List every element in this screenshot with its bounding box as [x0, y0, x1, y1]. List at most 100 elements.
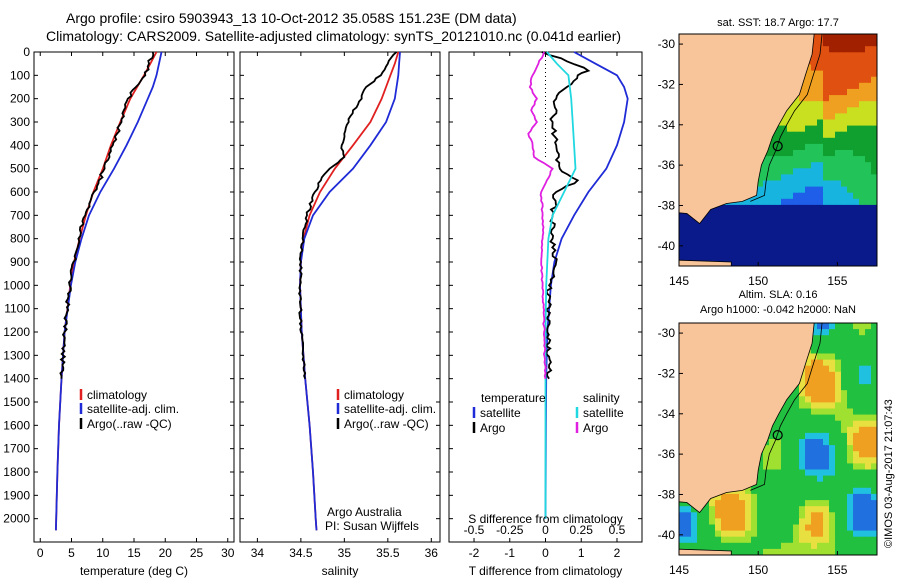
heatmap-cell	[817, 414, 824, 422]
heatmap-cell	[847, 107, 854, 114]
heatmap-cell	[835, 329, 842, 336]
heatmap-cell	[871, 408, 877, 416]
heatmap-cell	[859, 70, 866, 78]
legend-label: satellite	[583, 406, 624, 420]
heatmap-cell	[853, 174, 860, 182]
heatmap-cell	[769, 536, 776, 544]
heatmap-cell	[871, 253, 877, 261]
heatmap-cell	[787, 143, 794, 151]
heatmap-cell	[721, 542, 728, 550]
heatmap-cell	[751, 241, 758, 249]
heatmap-cell	[847, 198, 854, 206]
heatmap-cell	[859, 463, 866, 471]
heatmap-cell	[865, 475, 872, 483]
heatmap-cell	[793, 493, 800, 501]
heatmap-cell	[859, 536, 866, 544]
heatmap-cell	[763, 530, 770, 538]
heatmap-cell	[775, 518, 782, 526]
heatmap-cell	[805, 396, 812, 403]
xtick-label: 34.5	[289, 546, 313, 560]
map-title: Altim. SLA: 0.16	[739, 289, 818, 301]
heatmap-cell	[817, 463, 824, 471]
heatmap-cell	[733, 530, 740, 538]
heatmap-cell	[817, 64, 824, 72]
map-ytick-label: -40	[658, 239, 676, 253]
heatmap-cell	[847, 377, 854, 385]
heatmap-cell	[751, 548, 758, 555]
heatmap-cell	[871, 432, 877, 440]
heatmap-cell	[715, 524, 722, 532]
heatmap-cell	[853, 463, 860, 471]
heatmap-cell	[823, 253, 830, 261]
heatmap-cell	[691, 506, 698, 513]
heatmap-cell	[823, 125, 830, 133]
heatmap-cell	[853, 396, 860, 403]
heatmap-cell	[823, 70, 830, 78]
heatmap-cell	[757, 500, 764, 507]
heatmap-cell	[829, 107, 836, 114]
heatmap-cell	[853, 359, 860, 367]
heatmap-cell	[865, 125, 872, 133]
heatmap-cell	[793, 198, 800, 206]
heatmap-cell	[775, 414, 782, 422]
heatmap-cell	[841, 457, 848, 464]
heatmap-cell	[781, 223, 788, 230]
heatmap-cell	[829, 384, 836, 391]
xtick-label: 5	[68, 546, 75, 560]
heatmap-cell	[817, 426, 824, 434]
heatmap-cell	[781, 524, 788, 532]
heatmap-cell	[823, 82, 830, 90]
heatmap-cell	[829, 481, 836, 489]
heatmap-cell	[823, 542, 830, 550]
heatmap-cell	[865, 241, 872, 249]
heatmap-cell	[727, 506, 734, 513]
map-xtick-label: 145	[669, 274, 689, 288]
heatmap-cell	[811, 76, 818, 84]
heatmap-cell	[775, 162, 782, 169]
heatmap-cell	[817, 76, 824, 84]
heatmap-cell	[805, 457, 812, 464]
heatmap-cell	[763, 493, 770, 501]
heatmap-cell	[805, 500, 812, 507]
heatmap-cell	[787, 253, 794, 261]
heatmap-cell	[805, 241, 812, 249]
heatmap-cell	[853, 548, 860, 555]
heatmap-cell	[811, 40, 818, 47]
heatmap-cell	[829, 259, 836, 266]
heatmap-cell	[841, 186, 848, 194]
heatmap-cell	[751, 235, 758, 243]
heatmap-cell	[817, 365, 824, 373]
heatmap-cell	[745, 536, 752, 544]
heatmap-cell	[865, 390, 872, 397]
heatmap-cell	[757, 247, 764, 255]
heatmap-cell	[703, 235, 710, 243]
legend-header: salinity	[583, 391, 620, 405]
heatmap-cell	[835, 323, 842, 330]
heatmap-cell	[733, 229, 740, 237]
heatmap-cell	[781, 137, 788, 145]
heatmap-cell	[763, 235, 770, 243]
heatmap-cell	[865, 451, 872, 458]
heatmap-cell	[871, 353, 877, 361]
heatmap-cell	[751, 500, 758, 507]
heatmap-cell	[835, 192, 842, 200]
heatmap-cell	[829, 174, 836, 182]
heatmap-cell	[787, 536, 794, 544]
heatmap-cell	[745, 223, 752, 230]
heatmap-cell	[751, 253, 758, 261]
heatmap-cell	[829, 420, 836, 428]
map-ytick-label: -40	[658, 528, 676, 542]
heatmap-cell	[805, 506, 812, 513]
heatmap-cell	[847, 365, 854, 373]
heatmap-cell	[847, 493, 854, 501]
legend-label: satellite-adj. clim.	[87, 402, 179, 416]
heatmap-cell	[823, 235, 830, 243]
heatmap-cell	[859, 469, 866, 477]
xtick-label: 15	[127, 546, 141, 560]
heatmap-cell	[847, 396, 854, 403]
heatmap-cell	[865, 506, 872, 513]
heatmap-cell	[775, 223, 782, 230]
heatmap-cell	[775, 548, 782, 555]
heatmap-cell	[757, 524, 764, 532]
heatmap-cell	[835, 420, 842, 428]
